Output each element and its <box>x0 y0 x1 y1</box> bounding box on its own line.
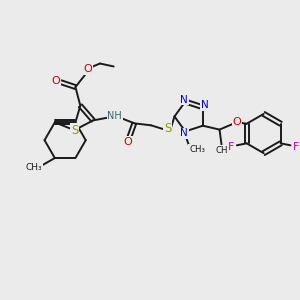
Text: S: S <box>164 122 171 135</box>
Text: O: O <box>233 117 242 127</box>
Text: O: O <box>51 76 60 86</box>
Text: CH₃: CH₃ <box>215 146 232 155</box>
Text: NH: NH <box>107 112 122 122</box>
Text: N: N <box>181 128 188 138</box>
Text: S: S <box>71 124 78 137</box>
Text: F: F <box>293 142 299 152</box>
Text: N: N <box>201 100 209 110</box>
Text: CH₃: CH₃ <box>26 163 43 172</box>
Text: CH₃: CH₃ <box>189 145 205 154</box>
Text: O: O <box>123 137 132 147</box>
Text: N: N <box>181 94 188 105</box>
Text: O: O <box>84 64 93 74</box>
Text: F: F <box>228 142 234 152</box>
